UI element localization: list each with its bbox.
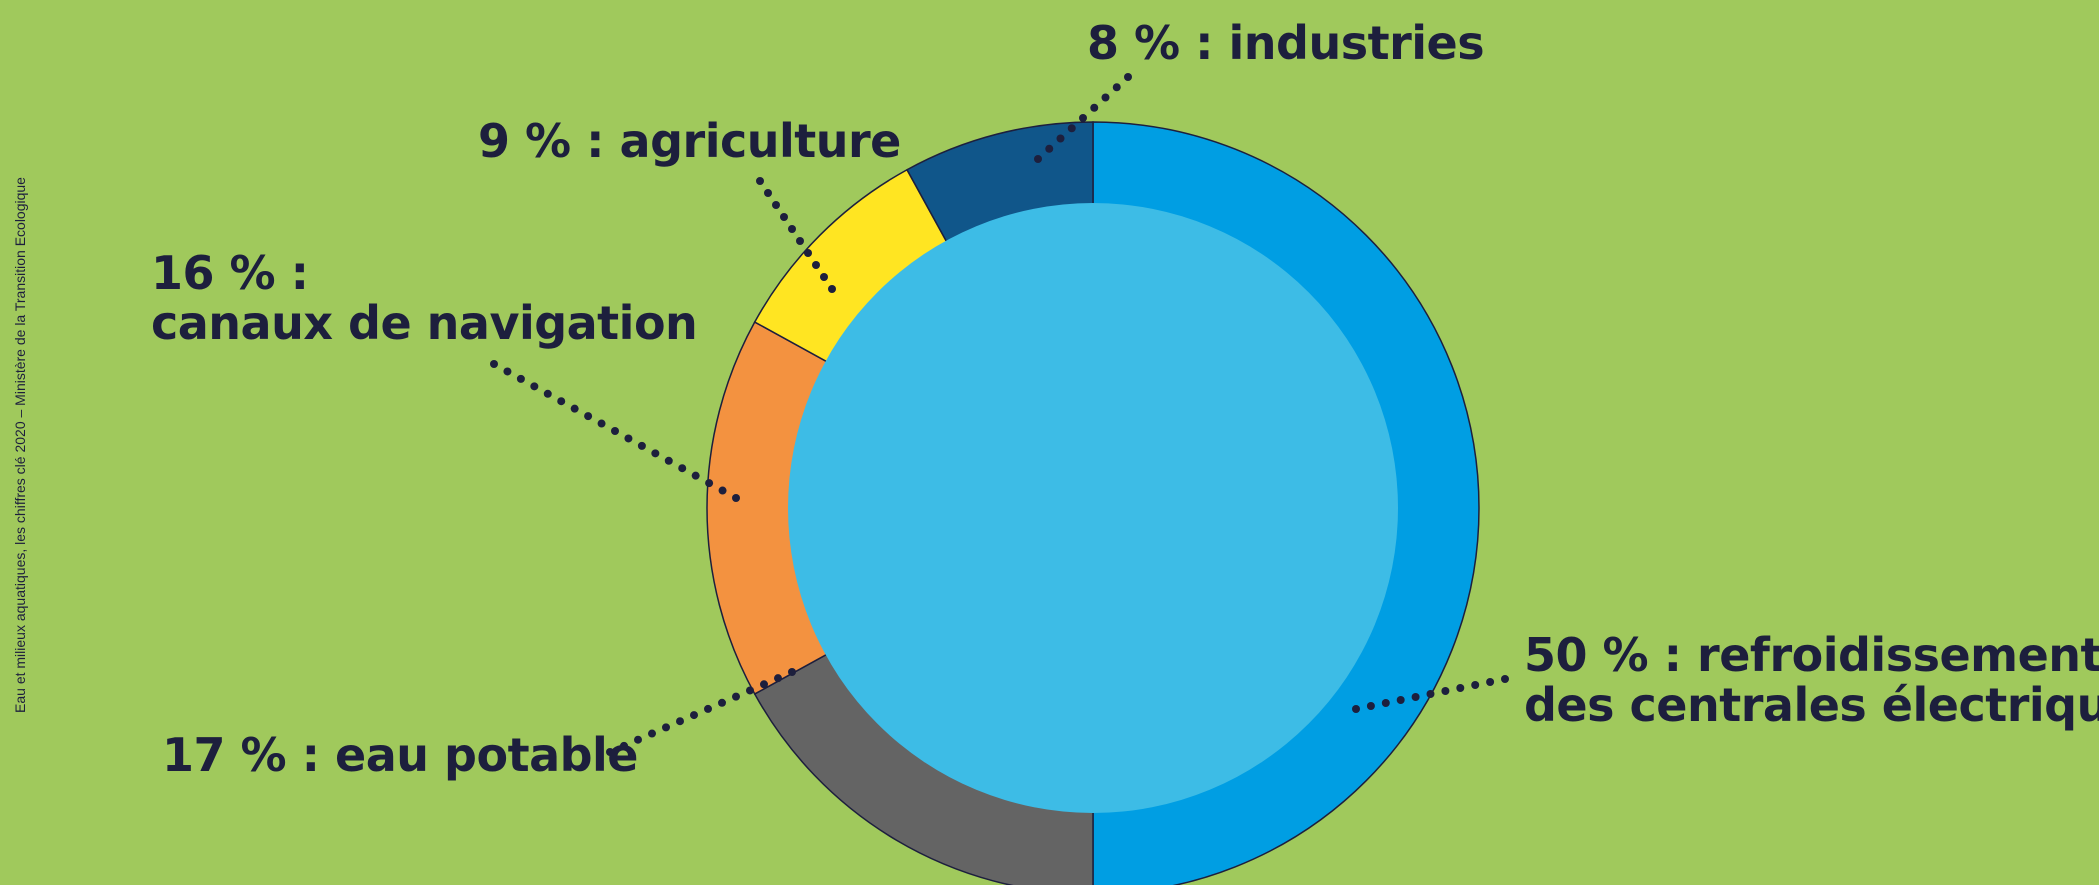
donut-center [788, 203, 1398, 813]
source-note: Eau et milieux aquatiques, les chiffres … [12, 177, 28, 713]
label-eau-potable: 17 % : eau potable [162, 728, 639, 782]
label-canaux-line-1: 16 % : [151, 246, 309, 300]
leader-industries [1034, 73, 1132, 163]
label-industries-line-1: 8 % : industries [1087, 16, 1485, 70]
label-eau-potable-line-1: 17 % : eau potable [162, 728, 639, 782]
label-canaux-line-2: canaux de navigation [151, 296, 698, 350]
label-refroidissement: 50 % : refroidissement des centrales éle… [1524, 630, 2099, 730]
label-agriculture: 9 % : agriculture [478, 116, 901, 166]
label-industries: 8 % : industries [1087, 16, 1485, 70]
leader-eau-potable [606, 668, 796, 756]
leader-refroidissement [1352, 675, 1509, 713]
label-canaux: 16 % : canaux de navigation [151, 246, 698, 350]
leader-agriculture [756, 177, 836, 293]
label-refroidissement-line-1: 50 % : refroidissement [1524, 628, 2099, 682]
label-refroidissement-line-2: des centrales électriques [1524, 678, 2099, 732]
label-agriculture-line-1: 9 % : agriculture [478, 114, 901, 168]
leader-canaux [490, 360, 740, 502]
